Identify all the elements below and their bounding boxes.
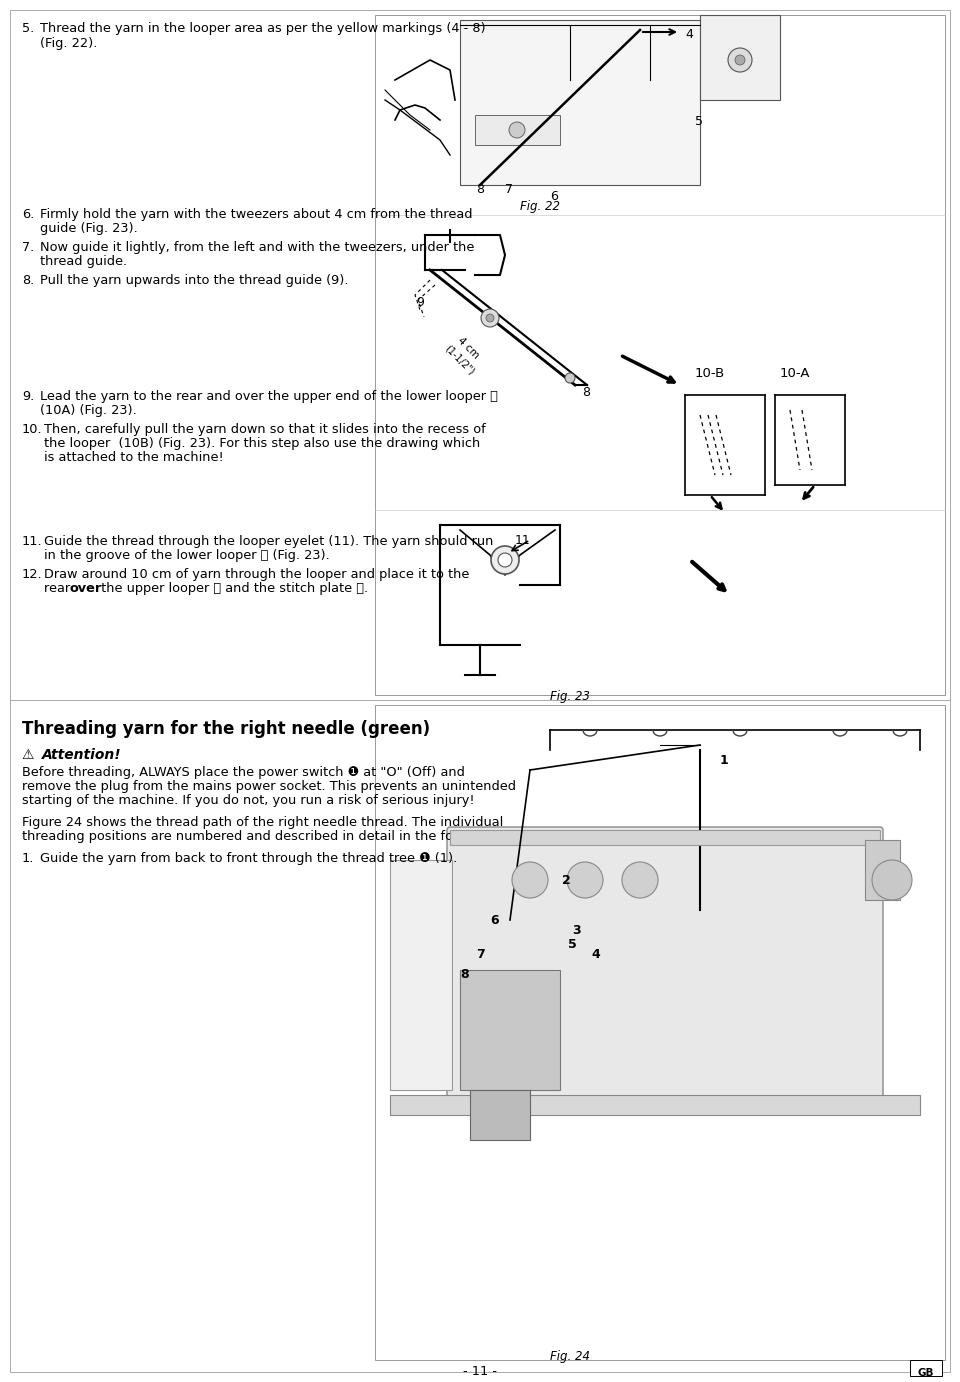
Bar	[460, 970, 560, 1090]
Text: 11.: 11.	[22, 535, 42, 549]
Text: Fig. 22: Fig. 22	[520, 200, 560, 213]
Text: 8: 8	[460, 969, 468, 981]
Text: 2: 2	[562, 873, 571, 886]
Circle shape	[498, 553, 512, 567]
Circle shape	[509, 122, 525, 138]
Text: Before threading, ALWAYS place the power switch ❶ at "O" (Off) and: Before threading, ALWAYS place the power…	[22, 766, 465, 779]
Text: 4 cm: 4 cm	[455, 336, 481, 361]
Text: 7: 7	[505, 182, 513, 196]
Bar	[375, 705, 945, 1360]
Text: 10.: 10.	[22, 423, 42, 435]
Circle shape	[728, 48, 752, 72]
Text: 9: 9	[416, 296, 424, 308]
Text: Then, carefully pull the yarn down so that it slides into the recess of: Then, carefully pull the yarn down so th…	[44, 423, 486, 435]
Text: 11: 11	[515, 533, 531, 546]
Circle shape	[565, 373, 575, 383]
Text: 5.: 5.	[22, 22, 35, 35]
Text: Attention!: Attention!	[42, 748, 122, 761]
Text: 4: 4	[591, 948, 600, 962]
Circle shape	[872, 860, 912, 900]
Text: is attached to the machine!: is attached to the machine!	[44, 451, 224, 464]
Text: 7.: 7.	[22, 240, 35, 254]
Text: 1: 1	[720, 753, 729, 767]
Text: Now guide it lightly, from the left and with the tweezers, under the: Now guide it lightly, from the left and …	[40, 240, 474, 254]
Bar	[390, 1095, 920, 1115]
Text: 10-B: 10-B	[695, 366, 725, 380]
Text: Fig. 24: Fig. 24	[550, 1350, 590, 1363]
Text: 8: 8	[476, 182, 484, 196]
Text: 9.: 9.	[22, 390, 35, 404]
Text: ⚠: ⚠	[22, 748, 44, 761]
Text: Thread the yarn in the looper area as per the yellow markings (4 - 8): Thread the yarn in the looper area as pe…	[40, 22, 486, 35]
Text: 3: 3	[572, 923, 581, 937]
Text: Guide the yarn from back to front through the thread tree ❶ (1).: Guide the yarn from back to front throug…	[40, 851, 457, 865]
Text: GB: GB	[918, 1368, 934, 1378]
Text: Fig. 23: Fig. 23	[550, 690, 590, 703]
Circle shape	[486, 314, 494, 322]
Text: 7: 7	[476, 948, 485, 962]
Text: Pull the yarn upwards into the thread guide (9).: Pull the yarn upwards into the thread gu…	[40, 274, 348, 287]
Text: 8: 8	[582, 386, 590, 398]
Bar	[390, 860, 452, 1090]
Bar	[910, 1360, 942, 1376]
FancyBboxPatch shape	[447, 826, 883, 1113]
Text: (10A) (Fig. 23).: (10A) (Fig. 23).	[40, 404, 136, 417]
Text: remove the plug from the mains power socket. This prevents an unintended: remove the plug from the mains power soc…	[22, 779, 516, 793]
Text: Draw around 10 cm of yarn through the looper and place it to the: Draw around 10 cm of yarn through the lo…	[44, 568, 469, 580]
Text: Figure 24 shows the thread path of the right needle thread. The individual: Figure 24 shows the thread path of the r…	[22, 815, 503, 829]
Text: - 11 -: - 11 -	[463, 1365, 497, 1378]
Circle shape	[481, 310, 499, 328]
Text: 4: 4	[685, 28, 693, 41]
Text: 6: 6	[550, 189, 558, 203]
Circle shape	[491, 546, 519, 574]
Circle shape	[622, 862, 658, 898]
Text: the looper  (10B) (Fig. 23). For this step also use the drawing which: the looper (10B) (Fig. 23). For this ste…	[44, 437, 480, 451]
Text: Guide the thread through the looper eyelet (11). The yarn should run: Guide the thread through the looper eyel…	[44, 535, 493, 549]
Text: 1.: 1.	[22, 851, 35, 865]
Text: Threading yarn for the right needle (green): Threading yarn for the right needle (gre…	[22, 720, 430, 738]
Text: Lead the yarn to the rear and over the upper end of the lower looper ⓕ: Lead the yarn to the rear and over the u…	[40, 390, 498, 404]
Text: in the groove of the lower looper ⓕ (Fig. 23).: in the groove of the lower looper ⓕ (Fig…	[44, 549, 329, 562]
Bar	[865, 840, 900, 900]
Bar	[375, 15, 945, 695]
Bar	[700, 15, 780, 100]
Text: Firmly hold the yarn with the tweezers about 4 cm from the thread: Firmly hold the yarn with the tweezers a…	[40, 209, 472, 221]
Text: 10-A: 10-A	[780, 366, 810, 380]
Bar	[460, 19, 700, 185]
Bar	[475, 115, 560, 145]
Text: threading positions are numbered and described in detail in the following.: threading positions are numbered and des…	[22, 831, 503, 843]
Text: (Fig. 22).: (Fig. 22).	[40, 37, 97, 50]
Circle shape	[735, 55, 745, 65]
Text: 5: 5	[695, 115, 703, 129]
Text: guide (Fig. 23).: guide (Fig. 23).	[40, 223, 137, 235]
Text: (1-1/2"): (1-1/2")	[444, 343, 477, 377]
Circle shape	[512, 862, 548, 898]
Text: 6.: 6.	[22, 209, 35, 221]
Text: 6: 6	[490, 914, 498, 926]
Text: 12.: 12.	[22, 568, 42, 580]
Text: 5: 5	[568, 938, 577, 951]
Circle shape	[567, 862, 603, 898]
Text: over: over	[70, 582, 103, 596]
Bar	[470, 1090, 530, 1140]
Text: thread guide.: thread guide.	[40, 256, 127, 268]
Text: 8.: 8.	[22, 274, 35, 287]
Text: rear: rear	[44, 582, 74, 596]
Text: the upper looper ⓘ and the stitch plate ⓜ.: the upper looper ⓘ and the stitch plate …	[97, 582, 368, 596]
Text: starting of the machine. If you do not, you run a risk of serious injury!: starting of the machine. If you do not, …	[22, 795, 474, 807]
Bar	[450, 831, 880, 844]
